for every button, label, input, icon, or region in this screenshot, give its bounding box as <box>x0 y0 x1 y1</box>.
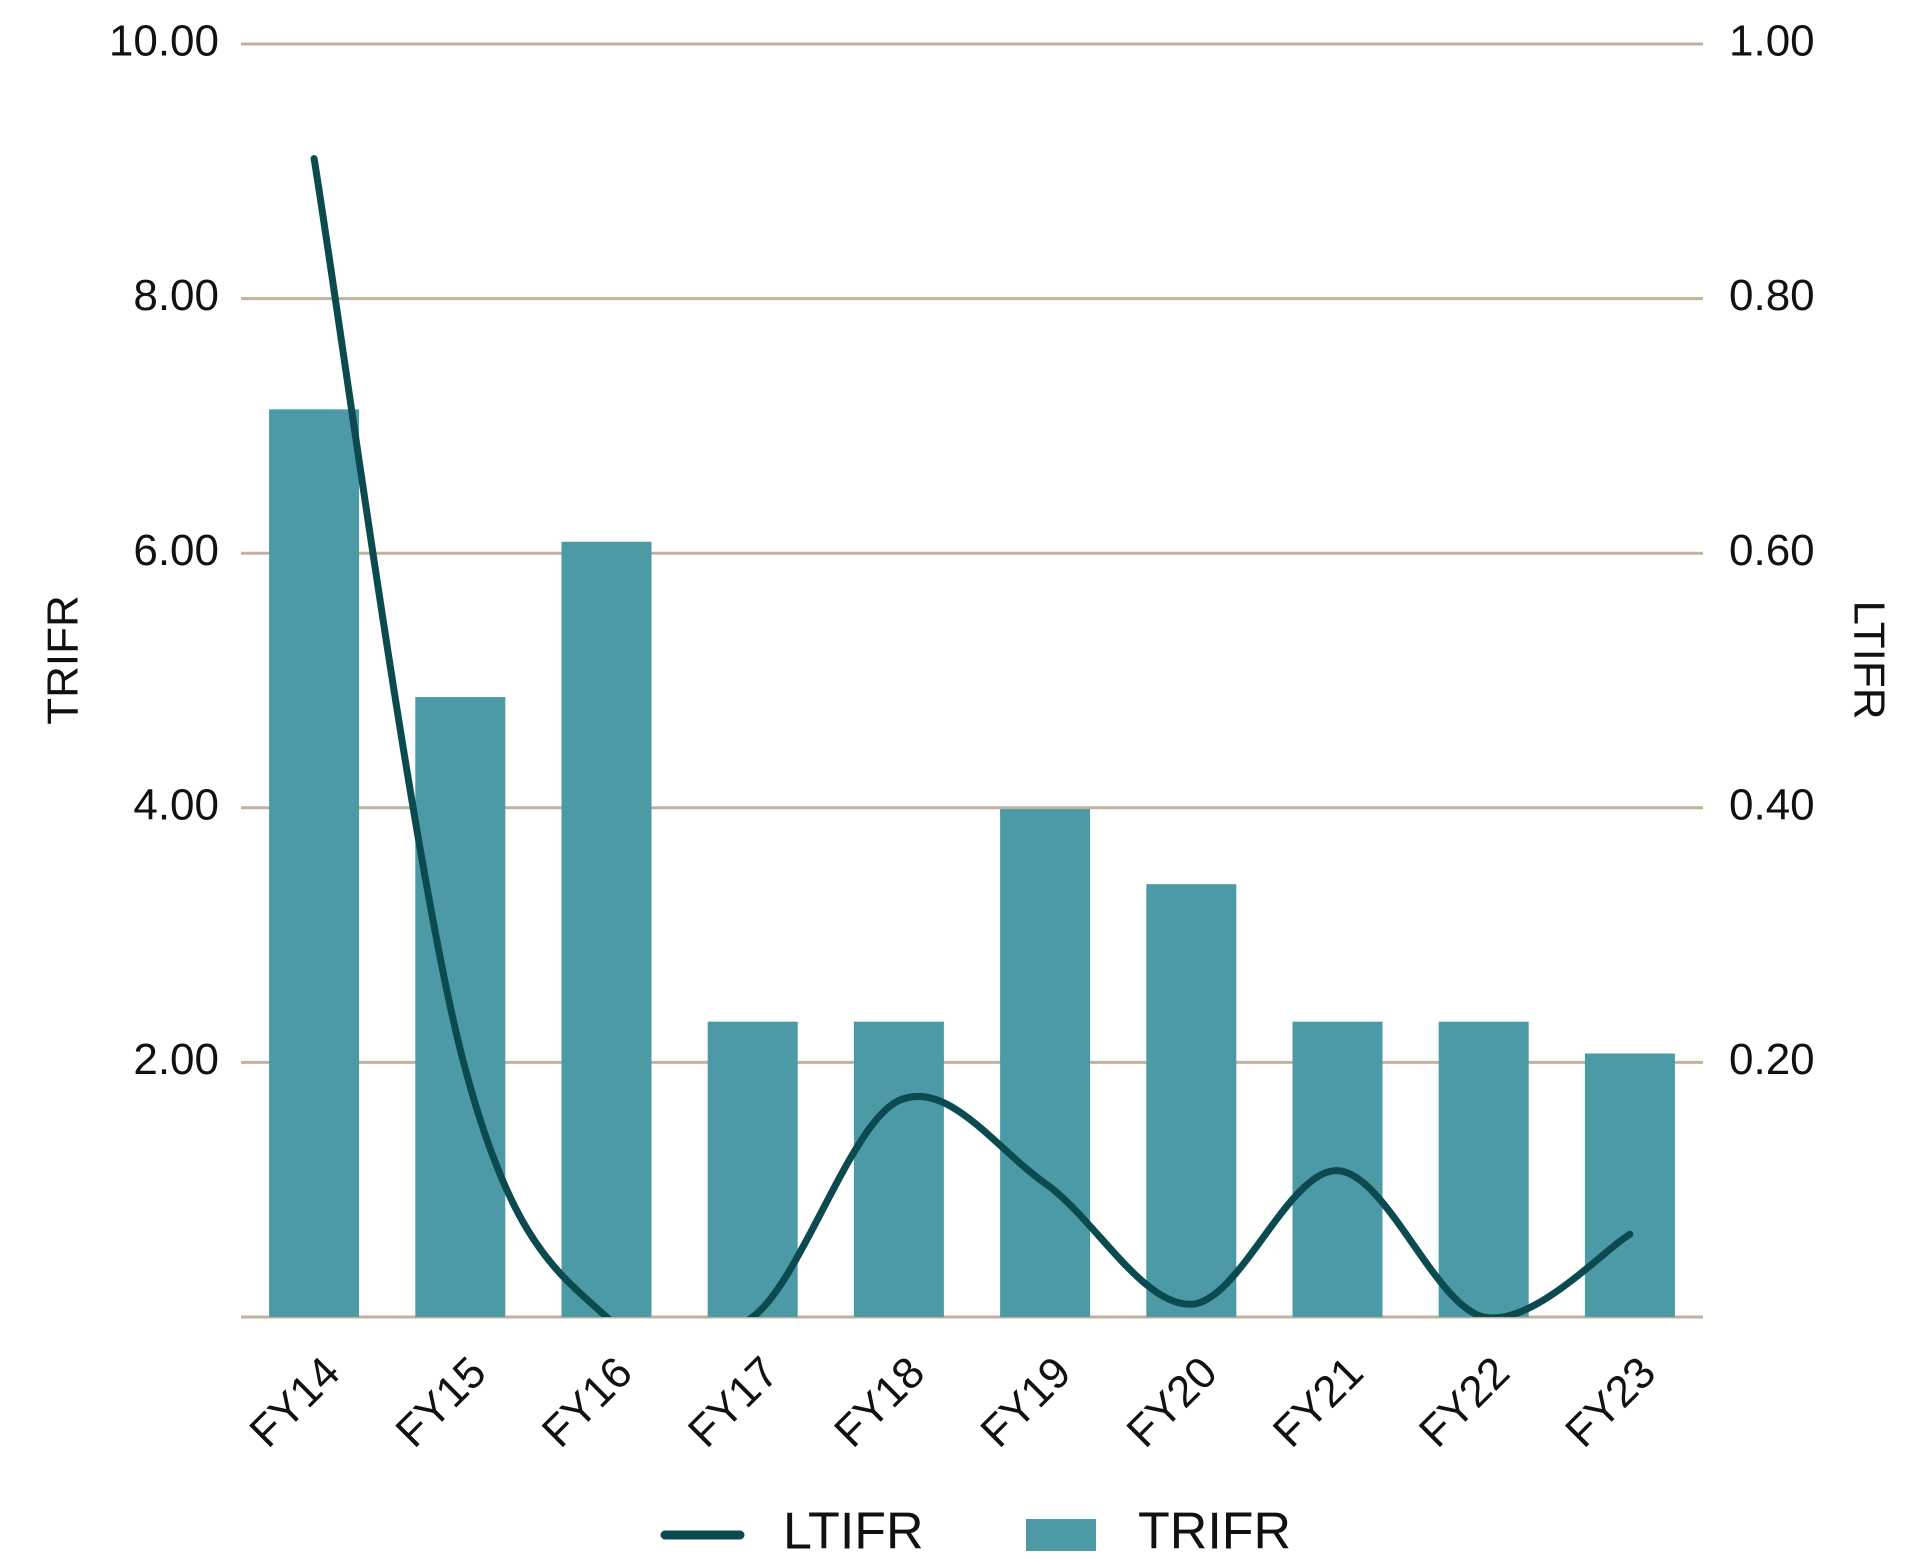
x-tick-label: FY22 <box>1410 1348 1519 1457</box>
bar <box>1438 1021 1529 1317</box>
y2-tick-label: 0.20 <box>1729 1035 1815 1084</box>
y-tick-label: 4.00 <box>133 780 219 829</box>
x-tick-label: FY14 <box>240 1348 349 1457</box>
bar <box>853 1021 944 1317</box>
y2-tick-label: 1.00 <box>1729 17 1815 66</box>
bar <box>1584 1053 1675 1317</box>
bar <box>561 541 652 1317</box>
bar <box>1146 884 1237 1317</box>
y-axis-label: TRIFR <box>39 595 88 725</box>
x-tick-label: FY18 <box>825 1348 934 1457</box>
y2-tick-label: 0.80 <box>1729 271 1815 320</box>
y2-tick-label: 0.60 <box>1729 526 1815 575</box>
x-tick-label: FY23 <box>1556 1348 1665 1457</box>
y-tick-label: 2.00 <box>133 1035 219 1084</box>
x-tick-label: FY19 <box>971 1348 1080 1457</box>
x-tick-label: FY20 <box>1118 1348 1227 1457</box>
y-tick-label: 6.00 <box>133 526 219 575</box>
bar <box>269 409 360 1317</box>
legend-label: TRIFR <box>1138 1503 1291 1559</box>
legend-label: LTIFR <box>783 1503 924 1559</box>
bar <box>1000 809 1091 1317</box>
x-tick-label: FY16 <box>533 1348 642 1457</box>
x-tick-label: FY15 <box>387 1348 496 1457</box>
bar <box>415 697 506 1317</box>
y2-tick-label: 0.40 <box>1729 780 1815 829</box>
y-tick-label: 10.00 <box>109 17 219 66</box>
bar <box>707 1021 798 1317</box>
x-tick-label: FY17 <box>679 1348 788 1457</box>
line <box>310 155 1634 1317</box>
y2-axis-label: LTIFR <box>1844 601 1893 720</box>
y-tick-label: 8.00 <box>133 271 219 320</box>
x-tick-label: FY21 <box>1264 1348 1373 1457</box>
legend-swatch <box>1026 1519 1096 1551</box>
